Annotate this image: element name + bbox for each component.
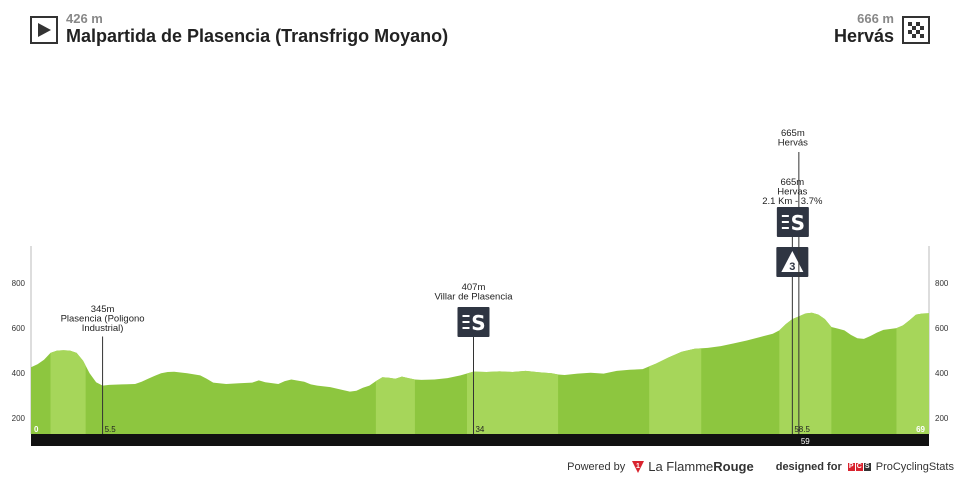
km-label: 59 — [801, 437, 810, 446]
y-tick-label-left: 200 — [12, 414, 26, 423]
marker-label-line: 2.1 Km - 3.7% — [762, 196, 823, 207]
marker-label-line: 665m — [780, 177, 804, 188]
svg-text:S: S — [791, 211, 805, 235]
finish-location: Hervás — [833, 26, 894, 46]
checkered-flag-icon — [902, 16, 930, 44]
marker-label-line: 665m — [781, 128, 805, 139]
pcs-letter-s: S — [863, 462, 871, 471]
powered-by-label: Powered by — [567, 460, 626, 473]
km-label: 5.5 — [105, 425, 117, 434]
svg-text:1: 1 — [636, 463, 640, 470]
km-label: 58.5 — [794, 425, 810, 434]
la-flamme-rouge-logo[interactable]: 1 La Flamme Rouge — [631, 459, 754, 474]
sprint-icon: S — [776, 207, 809, 237]
km-label: 0 — [34, 425, 39, 434]
marker-label-line: Hervás — [778, 138, 808, 149]
gradient-segment — [375, 312, 415, 434]
designed-for-label: designed for — [775, 460, 842, 473]
gradient-segment — [779, 312, 832, 434]
marker-label-line: Plasencia (Poligono — [61, 314, 145, 325]
sprint-icon: S — [457, 307, 490, 337]
start-header: 426 m Malpartida de Plasencia (Transfrig… — [30, 12, 456, 45]
gradient-segment — [649, 312, 702, 434]
start-elevation: 426 m — [66, 11, 103, 26]
y-tick-label-left: 400 — [12, 369, 26, 378]
climb-category-label: 3 — [789, 261, 795, 273]
start-location: Malpartida de Plasencia (Transfrigo Moya… — [66, 26, 449, 46]
play-icon — [30, 16, 58, 44]
y-tick-label-left: 600 — [12, 324, 26, 333]
distance-bar — [31, 434, 929, 446]
pcs-letter-c: C — [855, 462, 863, 471]
y-tick-label-right: 400 — [935, 369, 949, 378]
finish-elevation: 666 m — [857, 11, 894, 26]
finish-header: 666 m Hervás — [826, 12, 930, 45]
pcs-letter-p: P — [847, 462, 855, 471]
km-label: 69 — [916, 425, 925, 434]
footer: Powered by 1 La Flamme Rouge designed for… — [567, 459, 954, 474]
y-tick-label-right: 800 — [935, 279, 949, 288]
brand-part1: La Flamme — [648, 459, 714, 474]
pcs-badge-icon: P C S — [847, 462, 872, 471]
brand-part2: Rouge — [713, 459, 754, 474]
svg-text:S: S — [471, 311, 485, 335]
marker-label-line: 345m — [91, 304, 115, 315]
marker-label-line: Villar de Plasencia — [435, 292, 514, 303]
gradient-segment — [896, 312, 929, 434]
y-tick-label-right: 200 — [935, 414, 949, 423]
gradient-segment — [50, 312, 86, 434]
marker-label-line: 407m — [462, 282, 486, 293]
flame-rouge-icon: 1 — [632, 460, 645, 473]
marker-label-line: Industrial) — [82, 323, 124, 334]
marker-label-line: Hervas — [777, 187, 807, 198]
km-label: 34 — [475, 425, 484, 434]
y-tick-label-left: 800 — [12, 279, 26, 288]
climb-category-icon: 3 — [776, 247, 809, 277]
y-tick-label-right: 600 — [935, 324, 949, 333]
procyclingstats-link[interactable]: ProCyclingStats — [875, 460, 954, 473]
